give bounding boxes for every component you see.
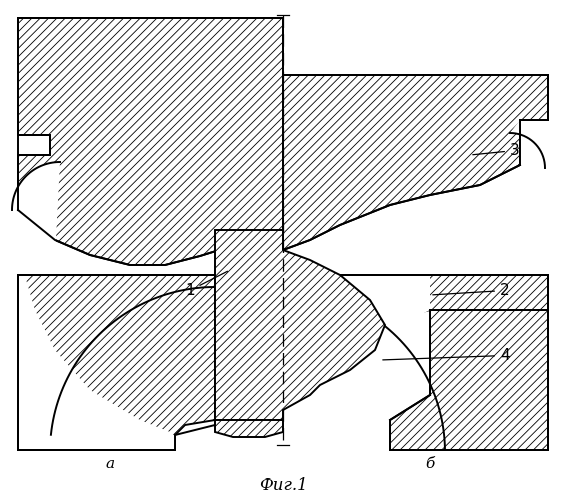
Polygon shape <box>215 420 283 437</box>
Text: б: б <box>425 457 435 471</box>
Polygon shape <box>19 276 175 449</box>
Text: 2: 2 <box>433 283 510 298</box>
Polygon shape <box>18 18 283 265</box>
Text: 3: 3 <box>473 143 520 158</box>
Polygon shape <box>390 310 548 450</box>
Text: 1: 1 <box>185 271 227 298</box>
Polygon shape <box>215 230 385 420</box>
Text: а: а <box>105 457 115 471</box>
Text: 4: 4 <box>383 348 510 363</box>
Polygon shape <box>283 75 548 250</box>
Polygon shape <box>284 276 430 420</box>
Polygon shape <box>510 120 548 168</box>
Polygon shape <box>283 275 548 400</box>
Polygon shape <box>12 162 60 265</box>
Text: Фиг.1: Фиг.1 <box>259 477 307 494</box>
Polygon shape <box>18 275 215 450</box>
